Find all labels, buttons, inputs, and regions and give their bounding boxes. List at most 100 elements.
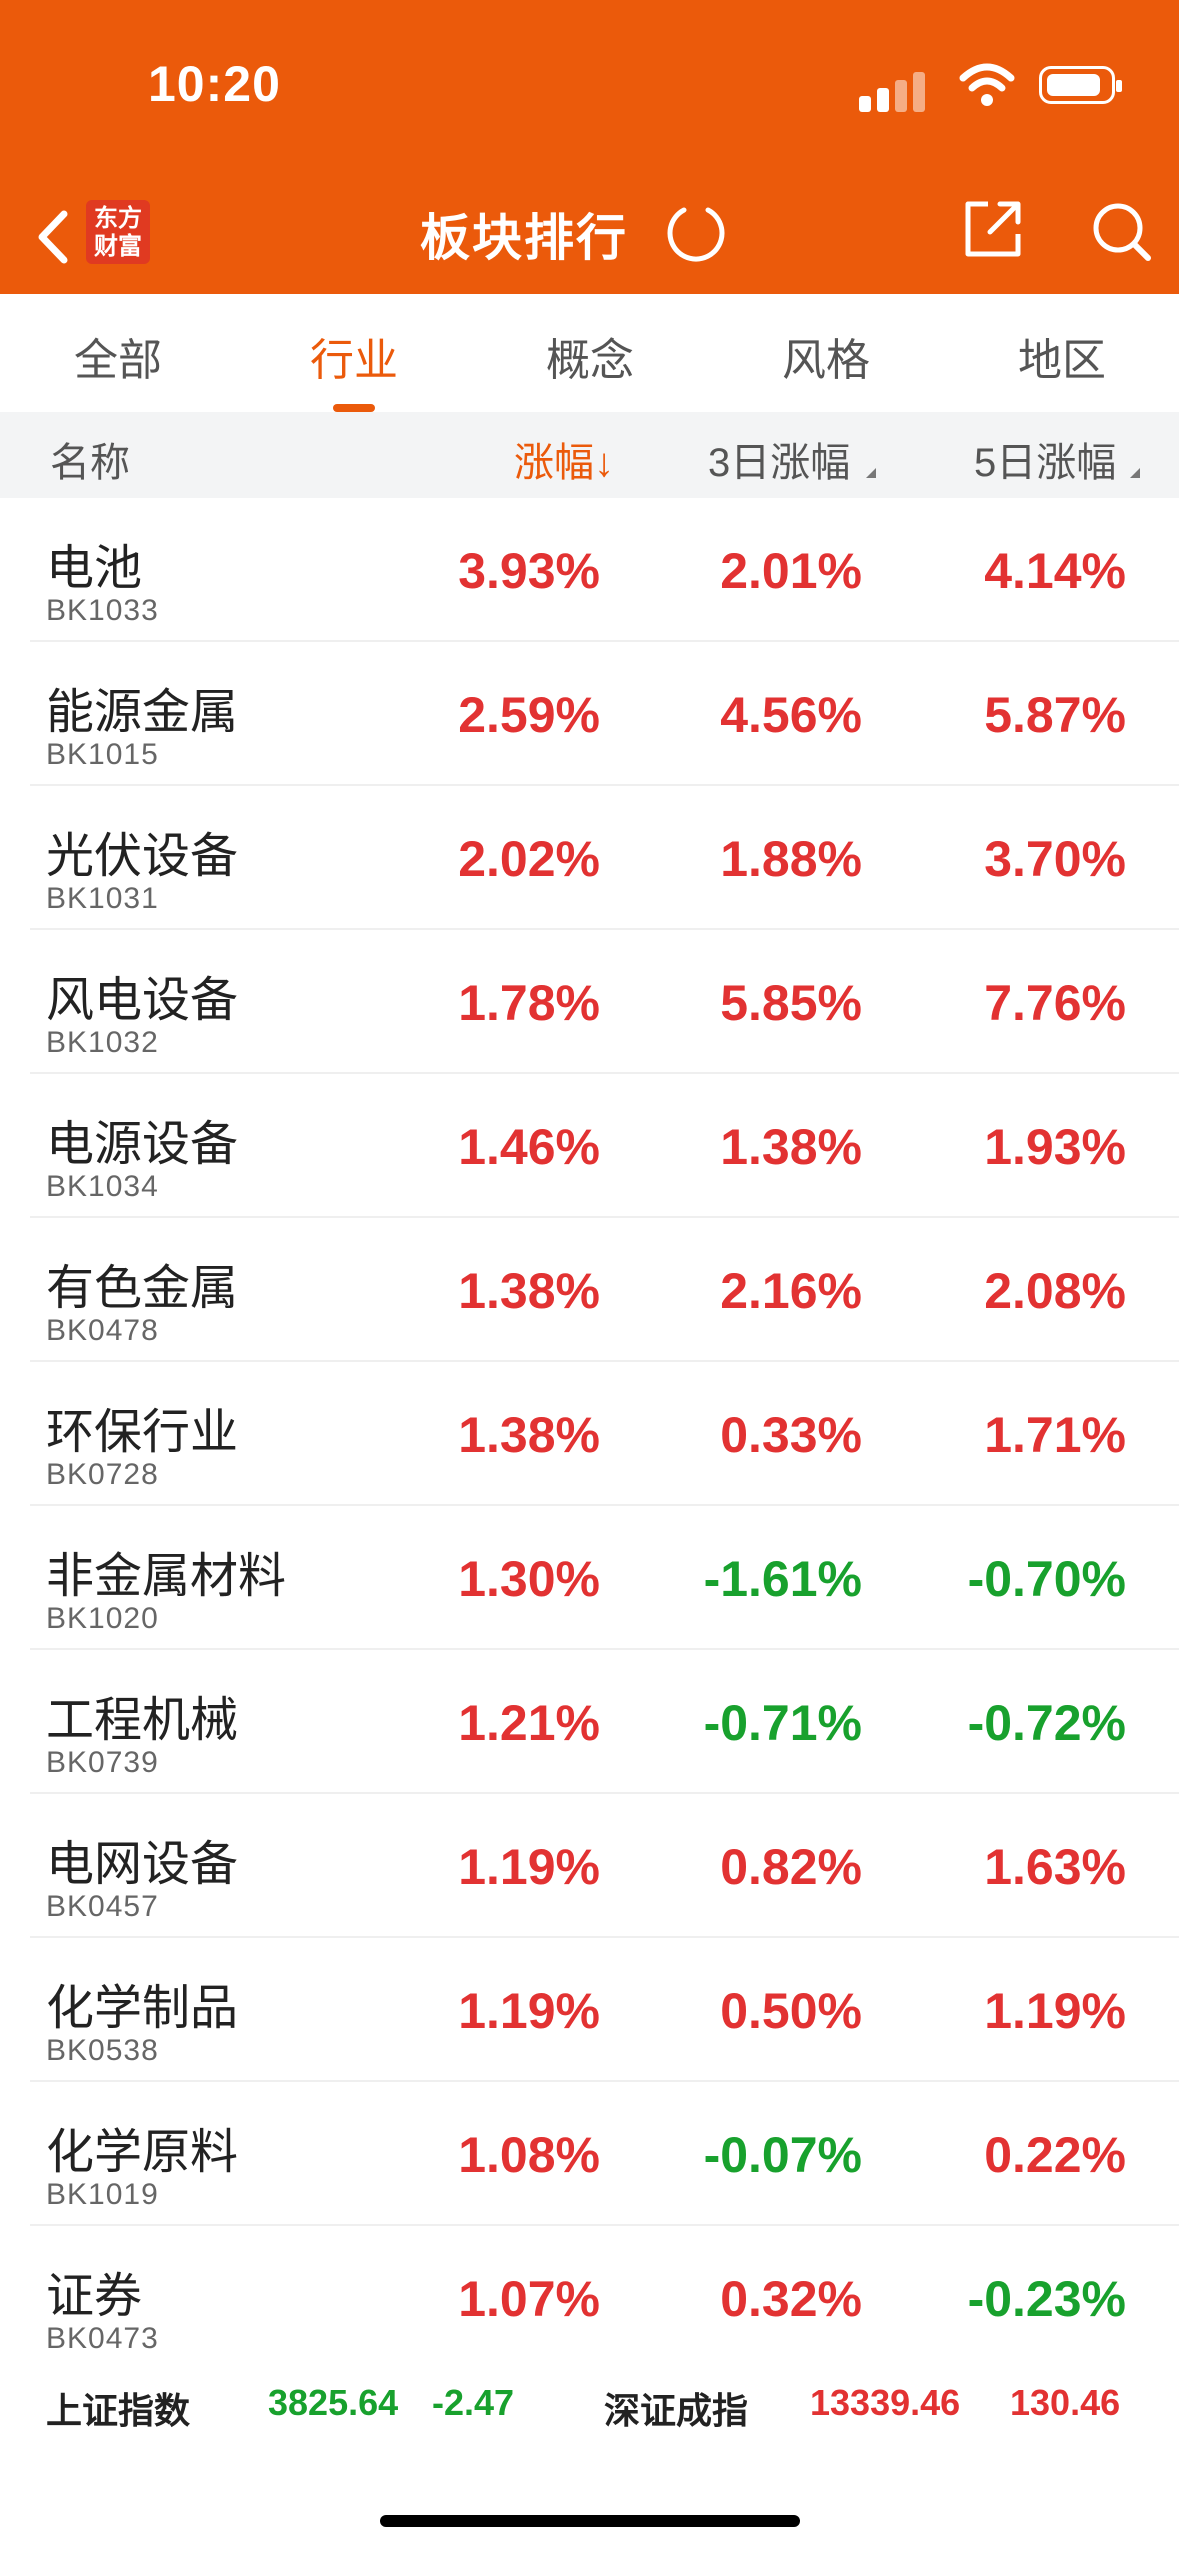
sector-change5d: -0.70% <box>967 1551 1126 1607</box>
sector-name: 电池 <box>46 542 143 595</box>
sort-triangle-icon <box>1130 468 1140 478</box>
row-divider <box>30 784 1179 786</box>
sector-change: 1.46% <box>458 1119 600 1175</box>
sector-name: 证券 <box>46 2270 143 2323</box>
sector-change3d: 0.32% <box>720 2271 862 2327</box>
sector-name: 环保行业 <box>46 1406 239 1459</box>
home-indicator <box>380 2515 800 2527</box>
nav-bar: 东方 财富 板块排行 <box>0 180 1179 294</box>
table-row[interactable]: 化学制品 BK0538 1.19% 0.50% 1.19% <box>0 1938 1179 2082</box>
row-divider <box>30 1792 1179 1794</box>
sector-change3d: 0.33% <box>720 1407 862 1463</box>
sector-change5d: 4.14% <box>984 543 1126 599</box>
sector-change: 1.21% <box>458 1695 600 1751</box>
sector-change5d: -0.72% <box>967 1695 1126 1751</box>
tab-industry[interactable]: 行业 <box>310 336 398 385</box>
table-row[interactable]: 光伏设备 BK1031 2.02% 1.88% 3.70% <box>0 786 1179 930</box>
sector-change3d: 4.56% <box>720 687 862 743</box>
sector-change: 2.59% <box>458 687 600 743</box>
sector-change3d: -0.71% <box>703 1695 862 1751</box>
signal-icon <box>859 72 925 112</box>
sector-change: 1.08% <box>458 2127 600 2183</box>
sector-change5d: -0.23% <box>967 2271 1126 2327</box>
col-change-sort[interactable]: 涨幅↓ <box>514 441 614 485</box>
sector-change3d: 2.01% <box>720 543 862 599</box>
row-divider <box>30 1936 1179 1938</box>
active-tab-indicator <box>333 404 375 412</box>
sector-code: BK1034 <box>46 1170 159 1203</box>
sector-change3d: 5.85% <box>720 975 862 1031</box>
share-icon[interactable] <box>960 196 1026 262</box>
sector-code: BK0538 <box>46 2034 159 2067</box>
table-row[interactable]: 证券 BK0473 1.07% 0.32% -0.23% <box>0 2226 1179 2370</box>
sector-change3d: 0.50% <box>720 1983 862 2039</box>
tab-all[interactable]: 全部 <box>74 336 162 385</box>
row-divider <box>30 640 1179 642</box>
status-icons <box>859 62 1122 112</box>
column-header: 名称 涨幅↓ 3日涨幅 5日涨幅 <box>0 412 1179 498</box>
sector-change5d: 3.70% <box>984 831 1126 887</box>
sector-name: 工程机械 <box>46 1694 239 1747</box>
sector-name: 能源金属 <box>46 686 239 739</box>
sector-name: 有色金属 <box>46 1262 239 1315</box>
table-row[interactable]: 工程机械 BK0739 1.21% -0.71% -0.72% <box>0 1650 1179 1794</box>
app-logo[interactable]: 东方 财富 <box>86 200 150 264</box>
tab-style[interactable]: 风格 <box>782 336 870 385</box>
table-row[interactable]: 风电设备 BK1032 1.78% 5.85% 7.76% <box>0 930 1179 1074</box>
tab-region[interactable]: 地区 <box>1018 336 1106 385</box>
table-row[interactable]: 电网设备 BK0457 1.19% 0.82% 1.63% <box>0 1794 1179 1938</box>
index-footer[interactable]: 上证指数 3825.64 -2.47 深证成指 13339.46 130.46 <box>0 2366 1179 2446</box>
sector-code: BK1015 <box>46 738 159 771</box>
sh-index-label: 上证指数 <box>46 2390 191 2431</box>
sector-name: 光伏设备 <box>46 830 239 883</box>
row-divider <box>30 2224 1179 2226</box>
sector-name: 电源设备 <box>46 1118 239 1171</box>
sector-change3d: 0.82% <box>720 1839 862 1895</box>
col-change3d-sort[interactable]: 3日涨幅 <box>708 441 851 485</box>
search-icon[interactable] <box>1088 198 1154 264</box>
sort-triangle-icon <box>866 468 876 478</box>
sector-change5d: 5.87% <box>984 687 1126 743</box>
sector-change5d: 7.76% <box>984 975 1126 1031</box>
tab-concept[interactable]: 概念 <box>546 336 634 385</box>
sector-change: 1.38% <box>458 1407 600 1463</box>
sector-change5d: 0.22% <box>984 2127 1126 2183</box>
refresh-icon[interactable] <box>664 200 728 264</box>
sector-code: BK0457 <box>46 1890 159 1923</box>
row-divider <box>30 1216 1179 1218</box>
sector-change: 2.02% <box>458 831 600 887</box>
sector-name: 化学制品 <box>46 1982 239 2035</box>
sector-code: BK0739 <box>46 1746 159 1779</box>
col-change5d-sort[interactable]: 5日涨幅 <box>974 441 1117 485</box>
row-divider <box>30 1648 1179 1650</box>
sector-code: BK1019 <box>46 2178 159 2211</box>
sector-change3d: 1.38% <box>720 1119 862 1175</box>
sector-change: 1.07% <box>458 2271 600 2327</box>
table-row[interactable]: 电源设备 BK1034 1.46% 1.38% 1.93% <box>0 1074 1179 1218</box>
header-bar <box>0 0 1179 294</box>
sector-name: 风电设备 <box>46 974 239 1027</box>
sector-change3d: 2.16% <box>720 1263 862 1319</box>
table-row[interactable]: 有色金属 BK0478 1.38% 2.16% 2.08% <box>0 1218 1179 1362</box>
sector-change5d: 1.71% <box>984 1407 1126 1463</box>
sector-code: BK0478 <box>46 1314 159 1347</box>
col-name: 名称 <box>50 441 130 485</box>
battery-icon <box>1039 66 1122 104</box>
sector-change: 3.93% <box>458 543 600 599</box>
table-row[interactable]: 非金属材料 BK1020 1.30% -1.61% -0.70% <box>0 1506 1179 1650</box>
table-row[interactable]: 化学原料 BK1019 1.08% -0.07% 0.22% <box>0 2082 1179 2226</box>
sector-change3d: -1.61% <box>703 1551 862 1607</box>
table-row[interactable]: 环保行业 BK0728 1.38% 0.33% 1.71% <box>0 1362 1179 1506</box>
sector-name: 电网设备 <box>46 1838 239 1891</box>
tab-bar: 全部 行业 概念 风格 地区 <box>0 294 1179 412</box>
sector-change: 1.38% <box>458 1263 600 1319</box>
table-row[interactable]: 电池 BK1033 3.93% 2.01% 4.14% <box>0 498 1179 642</box>
sh-index-value: 3825.64 <box>268 2382 399 2423</box>
back-icon[interactable] <box>28 202 78 272</box>
sector-change5d: 2.08% <box>984 1263 1126 1319</box>
table-row[interactable]: 能源金属 BK1015 2.59% 4.56% 5.87% <box>0 642 1179 786</box>
wifi-icon <box>959 63 1015 106</box>
sector-code: BK1031 <box>46 882 159 915</box>
sector-code: BK1032 <box>46 1026 159 1059</box>
sz-index-value: 13339.46 <box>810 2382 961 2423</box>
